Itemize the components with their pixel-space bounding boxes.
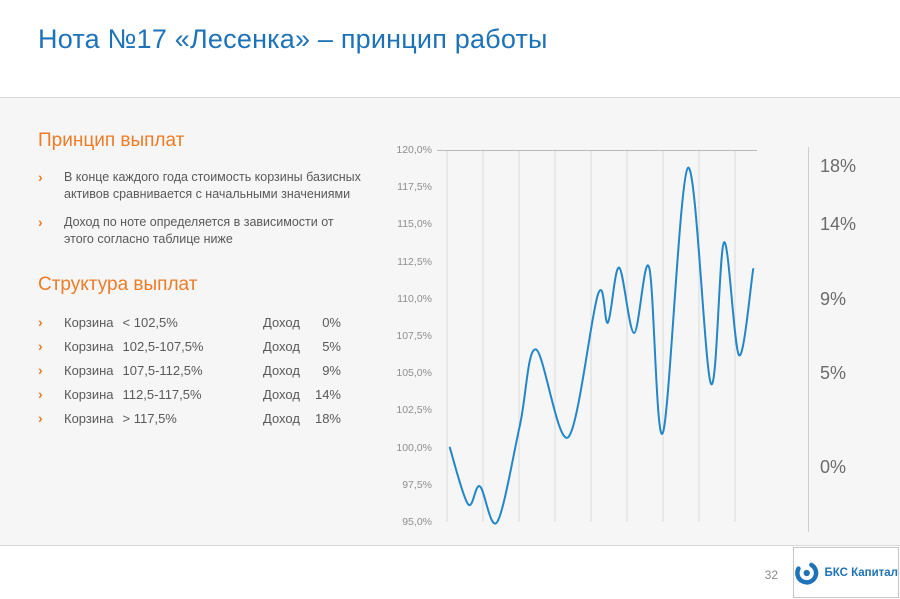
right-axis-payout-label: 14% [820,214,857,235]
payout-row: › Корзина 107,5-112,5% Доход 9% [38,358,341,382]
basket-condition: 102,5-107,5% [122,338,204,354]
y-axis-tick-label: 102,5% [396,404,432,417]
basket-condition: 112,5-117,5% [122,386,202,402]
bullet-text: В конце каждого года стоимость корзины б… [64,170,361,201]
content-background [0,98,900,545]
chevron-bullet-icon: › [38,362,43,378]
y-axis-tick-label: 107,5% [396,330,432,342]
y-axis-tick-label: 100,0% [396,441,432,454]
payout-row: › Корзина < 102,5% Доход 0% [38,310,341,334]
right-axis-payout-label: 9% [820,288,847,309]
payout-row: › Корзина 112,5-117,5% Доход 14% [38,382,341,406]
chevron-bullet-icon: › [38,214,43,230]
page-number: 32 [764,568,778,582]
income-value: 5% [322,338,341,354]
chart-right-axis-line [808,147,809,532]
basket-condition: 107,5-112,5% [122,362,203,378]
income-value: 18% [314,410,341,426]
y-axis-tick-label: 105,0% [396,367,432,380]
income-value: 0% [322,314,341,330]
y-axis-tick-label: 120,0% [396,144,432,156]
chevron-bullet-icon: › [38,338,43,354]
y-axis-tick-label: 112,5% [397,255,432,268]
payout-table: › Корзина < 102,5% Доход 0% › Корзина 10… [38,310,390,430]
chart-y-axis: 120,0% 117,5% 115,0% 112,5% 110,0% 107,5% 105,… [372,144,432,530]
basket-label: Корзина [64,314,114,330]
bullet-item: › Доход по ноте определяется в зависимос… [38,214,390,248]
y-axis-tick-label: 110,0% [397,292,432,305]
company-logo: БКС Капитал [793,547,899,598]
payout-row: › Корзина 102,5-107,5% Доход 5% [38,334,341,358]
section-title-principle: Принцип выплат [38,130,185,151]
y-axis-tick-label: 117,5% [397,181,432,194]
right-axis-payout-label: 18% [820,156,857,177]
slide-title: Нота №17 «Лесенка» – принцип работы [38,24,548,54]
chevron-bullet-icon: › [38,314,43,330]
basket-label: Корзина [64,338,114,354]
y-axis-tick-label: 95,0% [402,516,432,528]
y-axis-tick-label: 115,0% [397,218,432,231]
left-column: Принцип выплат › В конце каждого года ст… [38,130,390,430]
income-label: Доход [263,386,300,402]
income-label: Доход [263,314,300,330]
right-axis-payout-label: 5% [820,363,847,384]
income-label: Доход [263,338,300,354]
chart-right-axis: 18% 14% 9% 5% 0% [820,150,880,530]
basket-label: Корзина [64,362,114,378]
logo-text: БКС Капитал [824,566,898,579]
bullet-item: › В конце каждого года стоимость корзины… [38,169,390,203]
basket-label: Корзина [64,386,114,402]
income-label: Доход [263,410,300,426]
income-value: 14% [314,386,341,402]
payout-row: › Корзина > 117,5% Доход 18% [38,406,341,430]
chevron-bullet-icon: › [38,169,43,185]
section-title-structure: Структура выплат [38,274,198,295]
performance-line-chart [437,150,757,525]
basket-condition: < 102,5% [122,314,178,330]
chevron-bullet-icon: › [38,410,43,426]
y-axis-tick-label: 97,5% [402,478,432,491]
income-label: Доход [263,362,300,378]
footer-divider [0,545,900,546]
basket-condition: > 117,5% [122,410,177,426]
bullet-text: Доход по ноте определяется в зависимости… [64,215,334,246]
header-divider [0,97,900,98]
chevron-bullet-icon: › [38,386,43,402]
right-axis-payout-label: 0% [820,456,847,477]
basket-label: Корзина [64,410,114,426]
bcs-swirl-icon [795,560,819,585]
income-value: 9% [322,362,341,378]
